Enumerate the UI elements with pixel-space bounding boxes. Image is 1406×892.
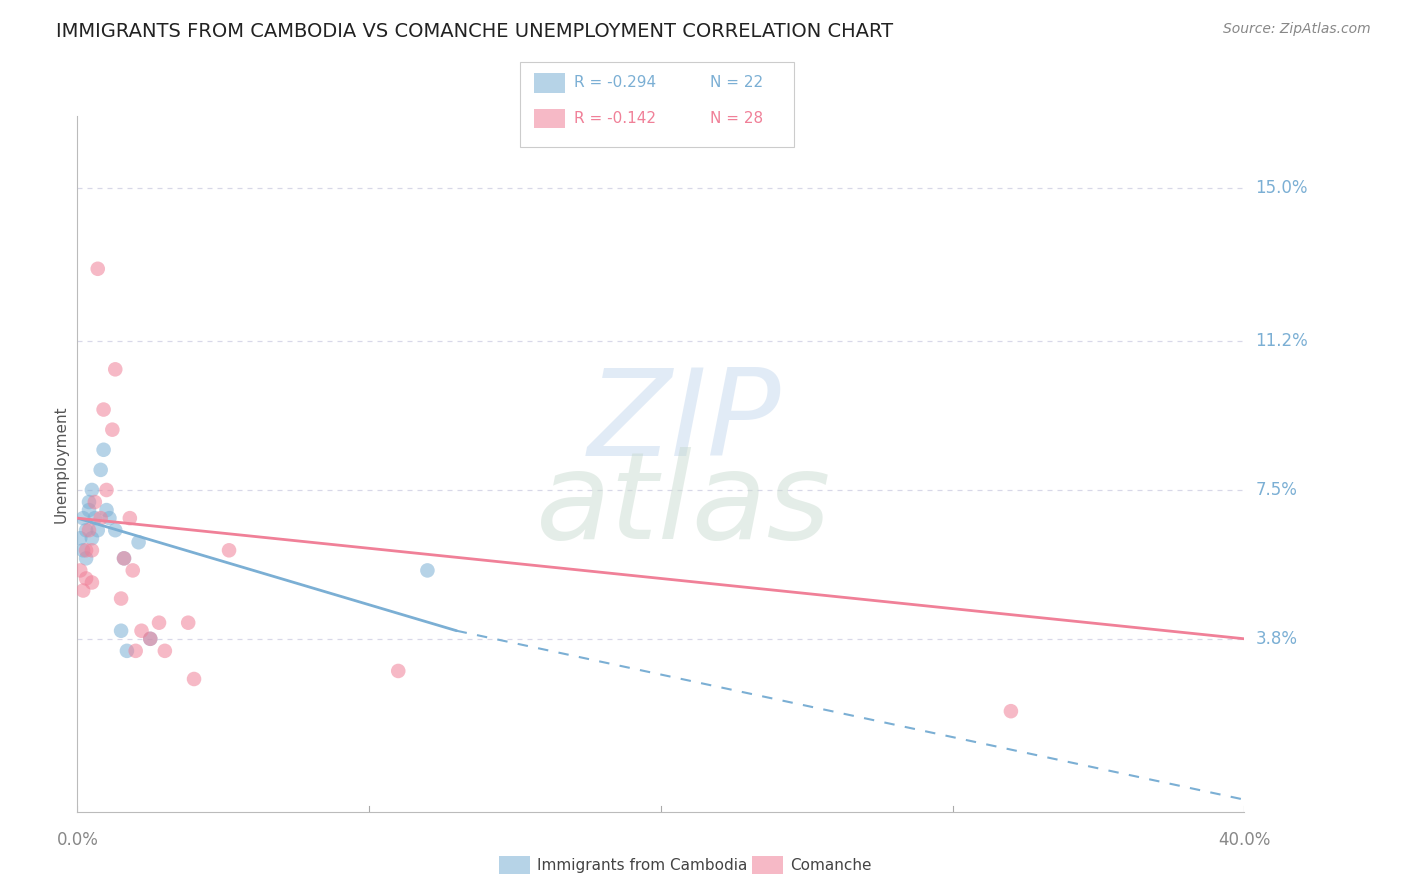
Point [1000, 704, 1022, 718]
Point [416, 563, 439, 577]
Point [80, 531, 103, 545]
Point [218, 543, 240, 558]
Point [96, 483, 118, 497]
Point [104, 362, 127, 376]
Point [124, 644, 148, 658]
Point [93, 442, 115, 457]
Text: 11.2%: 11.2% [1256, 332, 1309, 351]
Text: 3.8%: 3.8% [1256, 630, 1298, 648]
Text: N = 22: N = 22 [710, 76, 763, 90]
Point [139, 632, 162, 646]
Text: R = -0.294: R = -0.294 [574, 76, 655, 90]
Text: 7.5%: 7.5% [1256, 481, 1298, 499]
Text: 15.0%: 15.0% [1256, 179, 1308, 197]
Point [98, 511, 121, 525]
Point [387, 664, 409, 678]
Point [110, 591, 132, 606]
Point [75, 523, 97, 537]
Point [87, 523, 110, 537]
Point [80, 575, 103, 590]
Point [115, 644, 138, 658]
Point [90, 463, 112, 477]
Text: atlas: atlas [537, 447, 832, 564]
Text: Immigrants from Cambodia: Immigrants from Cambodia [537, 858, 748, 872]
Point [72, 583, 94, 598]
Point [77, 503, 100, 517]
Point [183, 672, 205, 686]
Point [148, 615, 170, 630]
Point [72, 511, 94, 525]
Point [93, 402, 115, 417]
Point [83, 511, 105, 525]
Point [77, 495, 100, 509]
Point [77, 523, 100, 537]
Point [69, 531, 91, 545]
Point [87, 261, 110, 276]
Point [72, 543, 94, 558]
Point [83, 495, 105, 509]
Point [75, 551, 97, 566]
Text: IMMIGRANTS FROM CAMBODIA VS COMANCHE UNEMPLOYMENT CORRELATION CHART: IMMIGRANTS FROM CAMBODIA VS COMANCHE UNE… [56, 22, 893, 41]
Text: Comanche: Comanche [790, 858, 872, 872]
Point [128, 535, 150, 549]
Point [80, 543, 103, 558]
Point [75, 571, 97, 585]
Point [118, 511, 141, 525]
Text: R = -0.142: R = -0.142 [574, 112, 655, 126]
Point [96, 503, 118, 517]
Text: 40.0%: 40.0% [1218, 831, 1271, 849]
Point [131, 624, 153, 638]
Point [101, 423, 124, 437]
Point [110, 624, 132, 638]
Text: ZIP: ZIP [588, 364, 780, 481]
Text: N = 28: N = 28 [710, 112, 763, 126]
Point [80, 483, 103, 497]
Point [112, 551, 135, 566]
Point [90, 511, 112, 525]
Point [177, 615, 200, 630]
Point [139, 632, 162, 646]
Text: 0.0%: 0.0% [56, 831, 98, 849]
Y-axis label: Unemployment: Unemployment [53, 405, 69, 523]
Point [112, 551, 135, 566]
Point [121, 563, 143, 577]
Point [153, 644, 176, 658]
Point [75, 543, 97, 558]
Point [69, 563, 91, 577]
Text: Source: ZipAtlas.com: Source: ZipAtlas.com [1223, 22, 1371, 37]
Point [104, 523, 127, 537]
